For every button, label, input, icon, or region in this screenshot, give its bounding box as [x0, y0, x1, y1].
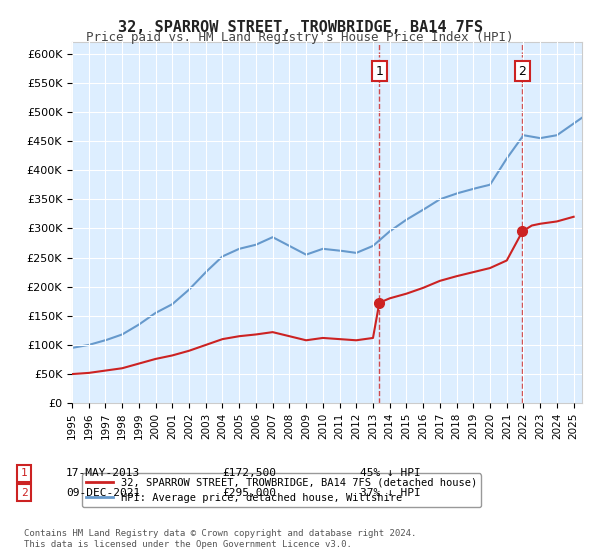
Text: 32, SPARROW STREET, TROWBRIDGE, BA14 7FS: 32, SPARROW STREET, TROWBRIDGE, BA14 7FS: [118, 20, 482, 35]
Text: 45% ↓ HPI: 45% ↓ HPI: [360, 468, 421, 478]
Text: 09-DEC-2021: 09-DEC-2021: [66, 488, 140, 498]
Text: £172,500: £172,500: [222, 468, 276, 478]
Text: 2: 2: [20, 488, 28, 498]
Text: Price paid vs. HM Land Registry's House Price Index (HPI): Price paid vs. HM Land Registry's House …: [86, 31, 514, 44]
Text: 37% ↓ HPI: 37% ↓ HPI: [360, 488, 421, 498]
Text: 1: 1: [20, 468, 28, 478]
Text: 17-MAY-2013: 17-MAY-2013: [66, 468, 140, 478]
Text: £295,000: £295,000: [222, 488, 276, 498]
Text: Contains HM Land Registry data © Crown copyright and database right 2024.
This d: Contains HM Land Registry data © Crown c…: [24, 529, 416, 549]
Text: 2: 2: [518, 64, 526, 78]
Text: 1: 1: [376, 64, 383, 78]
Legend: 32, SPARROW STREET, TROWBRIDGE, BA14 7FS (detached house), HPI: Average price, d: 32, SPARROW STREET, TROWBRIDGE, BA14 7FS…: [82, 473, 481, 507]
